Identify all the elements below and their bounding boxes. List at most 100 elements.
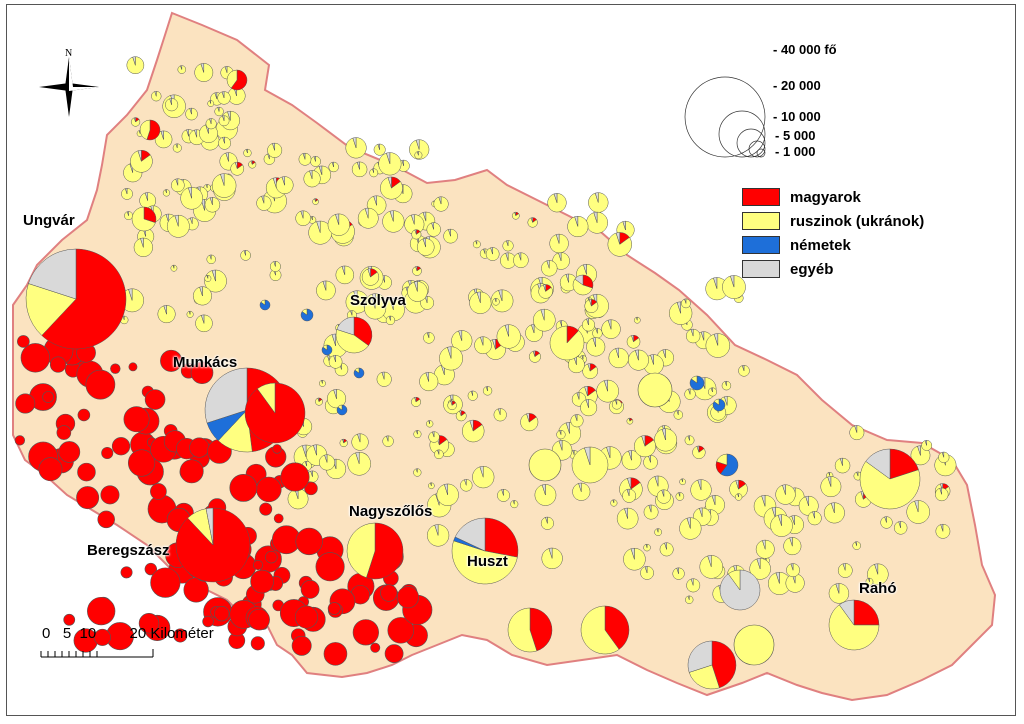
pie-symbol bbox=[385, 315, 396, 326]
pie-slice bbox=[225, 152, 229, 162]
pie-symbol bbox=[217, 91, 231, 105]
pie-slice bbox=[626, 417, 634, 425]
pie-symbol bbox=[633, 316, 641, 324]
pie-symbol bbox=[715, 453, 739, 477]
pie-slice bbox=[720, 453, 739, 477]
pie-symbol bbox=[541, 547, 563, 569]
pie-slice bbox=[520, 413, 539, 432]
pie-slice bbox=[713, 398, 720, 406]
pie-symbol bbox=[656, 489, 671, 504]
pie-slice bbox=[450, 400, 453, 406]
legend-label: németek bbox=[790, 236, 851, 254]
pie-symbol bbox=[185, 107, 198, 121]
pie-slice bbox=[250, 569, 274, 594]
pie-slice bbox=[426, 332, 430, 338]
pie-symbol bbox=[101, 447, 114, 460]
pie-symbol bbox=[673, 410, 683, 420]
pie-slice bbox=[214, 606, 230, 622]
pie-symbol bbox=[190, 361, 214, 384]
pie-slice bbox=[672, 567, 685, 580]
pie-slice bbox=[414, 229, 417, 235]
pie-slice bbox=[189, 437, 210, 458]
pie-slice bbox=[169, 98, 172, 105]
pie-symbol bbox=[310, 156, 321, 167]
pie-slice bbox=[505, 252, 509, 261]
pie-symbol bbox=[364, 297, 387, 320]
pie-slice bbox=[447, 346, 452, 359]
pie-symbol bbox=[626, 417, 634, 425]
pie-symbol bbox=[684, 435, 695, 446]
pie-slice bbox=[624, 507, 628, 519]
pie-slice bbox=[350, 310, 353, 316]
pie-slice bbox=[529, 607, 553, 652]
pie-slice bbox=[128, 288, 133, 301]
pie-slice bbox=[631, 335, 634, 342]
pie-slice bbox=[664, 542, 667, 550]
pie-slice bbox=[318, 165, 323, 175]
pie-symbol bbox=[906, 500, 930, 524]
pie-slice bbox=[126, 211, 129, 216]
pie-symbol bbox=[17, 335, 30, 348]
pie-slice bbox=[333, 355, 336, 362]
pie-slice bbox=[469, 419, 474, 432]
pie-slice bbox=[628, 417, 631, 422]
pie-symbol bbox=[616, 507, 639, 530]
pie-symbol bbox=[180, 186, 203, 210]
pie-symbol bbox=[273, 513, 284, 524]
pie-slice bbox=[622, 220, 626, 231]
pie-slice bbox=[187, 186, 192, 199]
pie-symbol bbox=[144, 562, 157, 576]
pie-symbol bbox=[291, 635, 312, 656]
pie-slice bbox=[485, 386, 488, 391]
pie-slice bbox=[337, 404, 343, 411]
pie-symbol bbox=[195, 314, 213, 333]
legend-swatch-blue bbox=[742, 236, 780, 254]
pie-symbol bbox=[622, 488, 637, 503]
population-pie-symbols bbox=[14, 56, 957, 690]
pie-slice bbox=[204, 367, 248, 424]
pie-slice bbox=[497, 489, 510, 502]
legend-item-magyarok: magyarok bbox=[742, 185, 924, 209]
pie-symbol bbox=[623, 547, 646, 571]
pie-slice bbox=[828, 472, 830, 476]
pie-slice bbox=[322, 280, 327, 291]
pie-slice bbox=[315, 552, 345, 582]
pie-slice bbox=[388, 315, 391, 321]
pie-slice bbox=[687, 595, 690, 600]
pie-symbol bbox=[556, 430, 566, 440]
pie-slice bbox=[131, 206, 156, 232]
legend-swatch-grey bbox=[742, 260, 780, 278]
pie-symbol bbox=[586, 337, 606, 357]
pie-symbol bbox=[482, 386, 493, 396]
pie-symbol bbox=[189, 437, 210, 458]
pie-symbol bbox=[472, 240, 481, 249]
city-label-raho: Rahó bbox=[859, 580, 897, 597]
pie-symbol bbox=[699, 555, 723, 579]
pie-slice bbox=[650, 354, 654, 365]
pie-symbol bbox=[705, 277, 729, 301]
pie-slice bbox=[432, 431, 435, 438]
pie-slice bbox=[570, 414, 584, 428]
pie-slice bbox=[678, 492, 681, 497]
pie-symbol bbox=[124, 211, 133, 221]
pie-symbol bbox=[166, 214, 190, 238]
pie-symbol bbox=[528, 448, 562, 482]
pie-symbol bbox=[472, 466, 495, 489]
pie-slice bbox=[924, 440, 927, 446]
pie-symbol bbox=[634, 435, 656, 458]
pie-symbol bbox=[549, 325, 585, 361]
pie-slice bbox=[248, 608, 270, 631]
pie-slice bbox=[185, 107, 198, 121]
pie-slice bbox=[315, 397, 323, 406]
pie-slice bbox=[430, 482, 432, 486]
pie-slice bbox=[589, 299, 592, 307]
map-frame: N Ungvár Szolyva Munkács Nagyszőlős Bere… bbox=[6, 4, 1016, 716]
pie-symbol bbox=[120, 288, 144, 313]
pie-symbol bbox=[722, 275, 746, 299]
pie-symbol bbox=[712, 398, 726, 412]
pie-slice bbox=[250, 636, 265, 651]
pie-slice bbox=[230, 162, 245, 176]
pie-slice bbox=[313, 444, 317, 456]
pie-symbol bbox=[202, 615, 214, 628]
pie-slice bbox=[585, 399, 589, 408]
